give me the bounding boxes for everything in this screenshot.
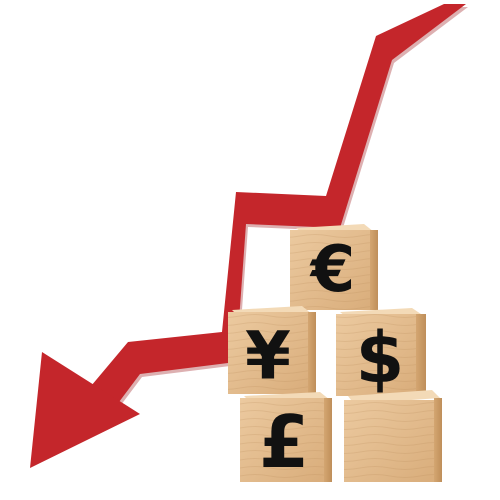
block-euro: € bbox=[290, 224, 378, 310]
block-pound: £ bbox=[240, 392, 332, 484]
arrow-body bbox=[86, 4, 466, 406]
falling-arrow bbox=[30, 4, 468, 468]
block-blank bbox=[344, 390, 442, 482]
dollar-symbol: $ bbox=[356, 317, 405, 399]
block-dollar: $ bbox=[336, 308, 426, 399]
block-yen: ¥ bbox=[228, 306, 316, 395]
pound-symbol: £ bbox=[259, 400, 309, 484]
arrow-head bbox=[30, 352, 140, 468]
currency-blocks: € ¥ $ £ bbox=[228, 224, 442, 484]
euro-symbol: € bbox=[309, 233, 356, 307]
yen-symbol: ¥ bbox=[245, 318, 291, 395]
